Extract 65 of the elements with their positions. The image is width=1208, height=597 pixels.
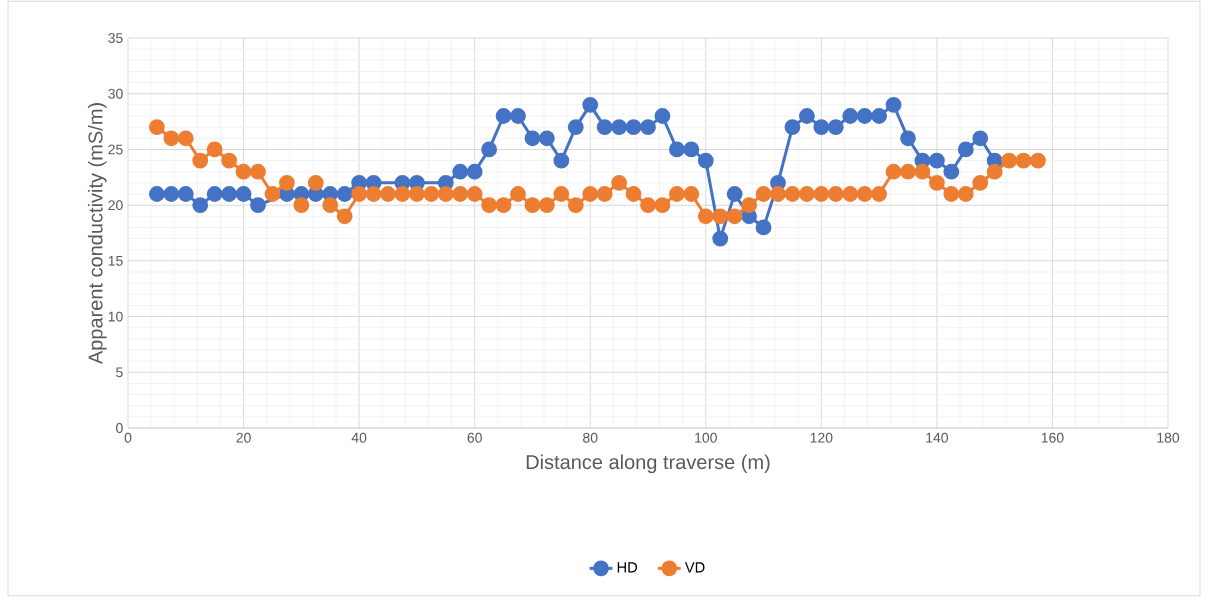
y-tick-label: 5 <box>116 367 123 378</box>
point <box>943 163 960 180</box>
point <box>827 119 844 136</box>
point <box>784 119 801 136</box>
x-tick-label: 60 <box>467 432 482 443</box>
y-tick-label: 0 <box>116 423 123 433</box>
point <box>885 96 902 113</box>
y-tick-label: 25 <box>108 144 123 155</box>
x-tick-label: 0 <box>124 432 132 443</box>
point <box>466 163 483 180</box>
y-axis-title: Apparent conductivity (mS/m) <box>87 103 107 365</box>
point <box>798 108 815 124</box>
point <box>640 119 656 136</box>
point <box>582 96 599 113</box>
y-tick-label: 10 <box>108 311 123 322</box>
point <box>495 108 512 124</box>
point <box>553 152 570 169</box>
point <box>336 186 353 202</box>
point <box>972 130 989 147</box>
point <box>567 119 584 136</box>
point <box>726 186 743 202</box>
point <box>250 197 266 214</box>
y-tick-label: 15 <box>108 255 123 266</box>
legend-label: VD <box>684 562 705 573</box>
point <box>538 130 555 147</box>
x-tick-label: 120 <box>810 432 833 443</box>
point <box>452 163 469 180</box>
point <box>625 119 642 136</box>
point <box>697 152 714 169</box>
point <box>235 186 252 202</box>
x-tick-label: 100 <box>695 432 717 443</box>
y-tick-label: 35 <box>108 33 123 43</box>
point <box>813 119 830 136</box>
x-tick-label: 180 <box>1157 432 1180 443</box>
point <box>957 141 974 158</box>
y-tick-label: 30 <box>108 88 123 99</box>
point <box>668 141 685 158</box>
point <box>856 108 873 124</box>
point <box>221 186 238 202</box>
x-tick-label: 40 <box>351 432 367 443</box>
legend-label: HD <box>617 562 638 573</box>
y-tick-label: 20 <box>108 200 123 211</box>
x-tick-label: 20 <box>236 432 251 443</box>
point <box>928 152 945 169</box>
point <box>654 108 671 124</box>
x-tick-label: 140 <box>926 432 949 443</box>
point <box>148 186 165 202</box>
point <box>510 108 526 124</box>
point <box>163 186 180 202</box>
point <box>481 141 498 158</box>
point <box>524 130 541 147</box>
point <box>900 130 916 147</box>
point <box>755 219 772 236</box>
point <box>596 119 613 136</box>
x-tick-label: 160 <box>1041 432 1064 443</box>
point <box>192 197 209 214</box>
point <box>177 186 194 202</box>
point <box>842 108 859 124</box>
point <box>871 108 888 124</box>
point <box>712 230 729 247</box>
x-axis-title: Distance along traverse (m) <box>526 454 770 474</box>
point <box>611 119 628 136</box>
point <box>206 186 223 202</box>
x-tick-label: 80 <box>583 432 598 443</box>
point <box>683 141 700 158</box>
